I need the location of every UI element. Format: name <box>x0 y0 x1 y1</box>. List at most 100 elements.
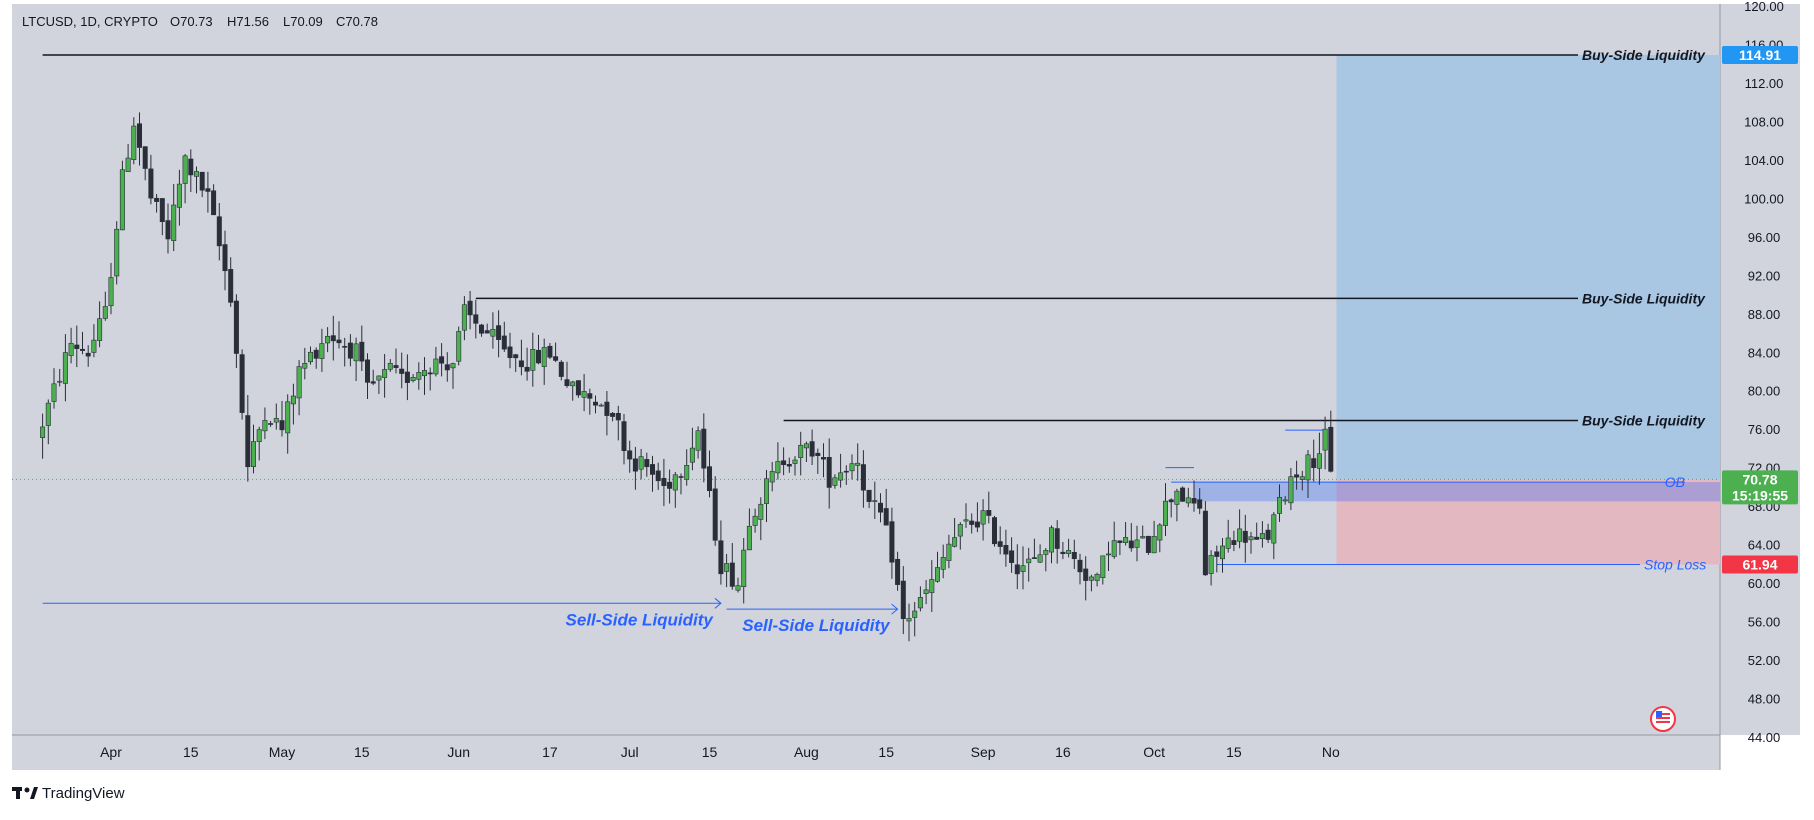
candle <box>199 171 205 198</box>
candle <box>188 149 194 192</box>
candle <box>917 586 923 612</box>
tradingview-brand[interactable]: TradingView <box>42 785 125 802</box>
candle <box>877 493 883 523</box>
y-tick-label: 48.00 <box>1748 692 1781 707</box>
candle <box>820 443 826 478</box>
candle-body-bear <box>347 342 353 359</box>
candle-body-bull <box>638 456 644 470</box>
tradingview-logo-icon[interactable] <box>12 787 38 799</box>
candle <box>952 518 958 548</box>
candle-body-bull <box>307 351 313 363</box>
price-axis-ticks: 120.00116.00112.00108.00104.00100.0096.0… <box>1744 0 1784 745</box>
us-flag-icon[interactable] <box>1650 706 1676 732</box>
candle <box>296 360 302 416</box>
candle <box>268 420 274 427</box>
candle-body-bull <box>119 169 125 231</box>
current-price-tag-countdown: 15:19:55 <box>1732 487 1788 503</box>
candle <box>222 230 228 291</box>
candle-body-bear <box>667 481 673 489</box>
candle <box>1077 553 1083 585</box>
sell-side-arrow-head <box>891 603 899 615</box>
x-tick-label: Jun <box>447 744 470 760</box>
candle <box>410 374 416 383</box>
y-tick-label: 112.00 <box>1745 76 1784 91</box>
candlesticks[interactable] <box>40 112 1334 642</box>
candle-body-bear <box>604 401 610 416</box>
candle-body-bear <box>85 352 91 357</box>
candle <box>604 390 610 436</box>
candle <box>467 290 473 330</box>
candle-body-bear <box>649 464 655 475</box>
candle <box>815 448 821 474</box>
candle-body-bear <box>986 510 992 516</box>
candle-body-bull <box>929 579 935 593</box>
ohlc-low: L70.09 <box>283 14 323 29</box>
candle <box>855 443 861 481</box>
candle <box>256 426 262 461</box>
candle <box>1123 522 1129 546</box>
candle <box>1271 512 1277 560</box>
candle-body-bull <box>672 474 678 491</box>
candle <box>712 476 718 546</box>
candle-body-bear <box>1231 540 1237 545</box>
y-tick-label: 76.00 <box>1748 422 1781 437</box>
candle <box>929 560 935 613</box>
y-tick-label: 120.00 <box>1744 0 1784 14</box>
candle <box>376 375 382 394</box>
candle <box>1071 539 1077 570</box>
candle <box>832 474 838 489</box>
stop-price-tag <box>1722 555 1798 574</box>
candle-body-bull <box>45 402 51 426</box>
candle-body-bull <box>1163 500 1169 526</box>
x-tick-label: 15 <box>183 744 199 760</box>
candle-body-bull <box>798 444 804 458</box>
candle <box>587 388 593 415</box>
candle <box>228 257 234 307</box>
candle-body-bear <box>883 508 889 526</box>
candle <box>1037 544 1043 564</box>
candle <box>974 502 980 533</box>
candle-body-bull <box>1299 476 1305 480</box>
time-axis-background[interactable] <box>12 735 1720 770</box>
position-zones[interactable] <box>1336 54 1721 565</box>
candle <box>404 354 410 401</box>
price-axis-background[interactable] <box>1720 4 1800 735</box>
candle-body-bear <box>473 314 479 324</box>
candle-body-bull <box>1288 476 1294 504</box>
candle-body-bear <box>592 401 598 406</box>
liquidity-levels[interactable]: Buy-Side Liquidity Buy-Side Liquidity Buy-… <box>12 47 1720 635</box>
y-tick-label: 80.00 <box>1748 384 1781 399</box>
current-price-tag-text: 70.78 <box>1742 471 1777 487</box>
candle-body-bull <box>775 461 781 474</box>
candle-body-bear <box>1197 499 1203 509</box>
candle <box>969 513 975 534</box>
candle <box>399 352 405 389</box>
candle-body-bull <box>917 597 923 609</box>
candle-body-bull <box>91 339 97 353</box>
candle <box>718 520 724 585</box>
candle-body-bull <box>838 472 844 481</box>
candle <box>347 334 353 367</box>
candle <box>889 507 895 579</box>
candle-body-bull <box>832 477 838 486</box>
candle-body-bull <box>695 430 701 451</box>
candle-body-bear <box>701 428 707 469</box>
candle <box>895 551 901 591</box>
y-tick-label: 44.00 <box>1748 730 1781 745</box>
ohlc-high: H71.56 <box>227 14 269 29</box>
candle <box>507 332 513 369</box>
candle-body-bear <box>877 502 883 513</box>
candle <box>45 399 51 445</box>
candle <box>701 413 707 483</box>
candle <box>667 469 673 504</box>
candle-body-bull <box>1037 554 1043 563</box>
candle-body-bear <box>268 423 274 425</box>
candle <box>154 193 160 213</box>
candle-body-bull <box>1088 576 1094 581</box>
candle-body-bear <box>399 368 405 374</box>
candle <box>490 312 496 349</box>
candle-body-bear <box>1145 535 1151 553</box>
candle-body-bear <box>706 466 712 491</box>
